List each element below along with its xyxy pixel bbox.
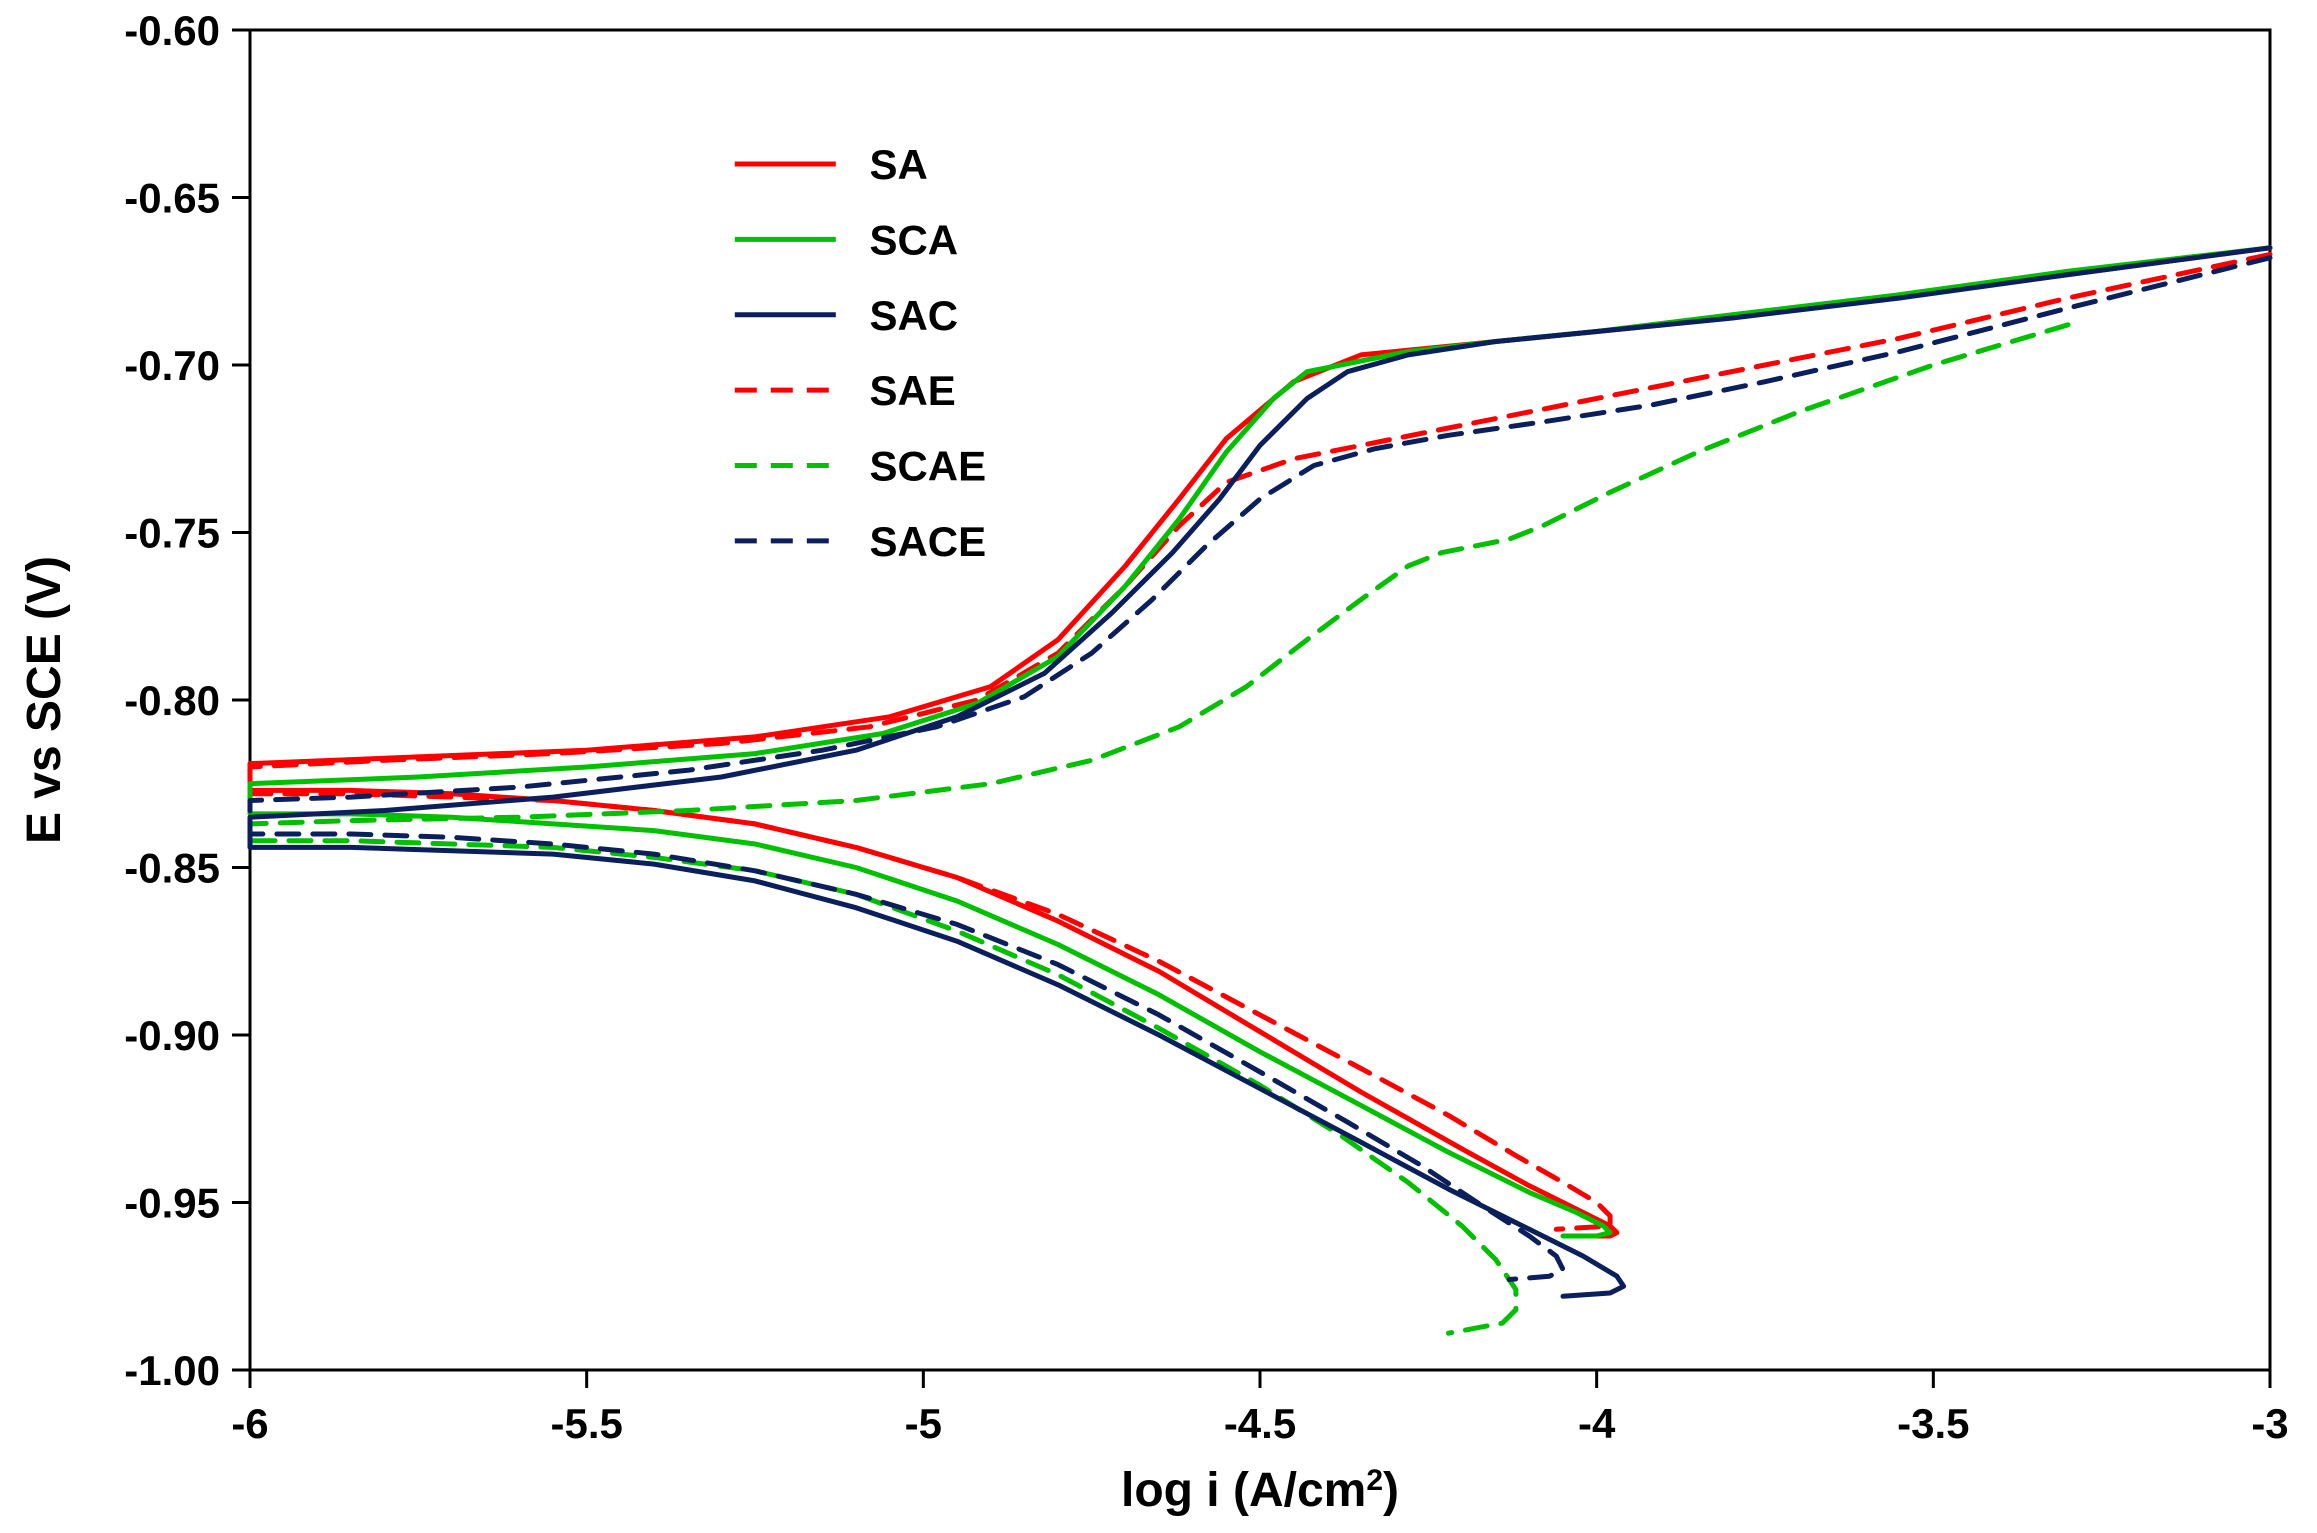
y-axis-title: E vs SCE (V) bbox=[18, 556, 71, 844]
legend-label-SA: SA bbox=[869, 141, 927, 188]
y-tick-label: -0.60 bbox=[124, 7, 220, 54]
y-tick-label: -0.80 bbox=[124, 677, 220, 724]
tafel-plot-chart: -6 -5.5 -5 -4.5 -4 -3.5 -3 -1.00 -0.95 -0.90 -0.85… bbox=[0, 0, 2317, 1533]
legend-label-SCA: SCA bbox=[869, 216, 958, 263]
series-SCAE bbox=[250, 325, 2068, 1333]
x-tick-label: -6 bbox=[231, 1400, 268, 1447]
legend-label-SCAE: SCAE bbox=[869, 443, 986, 490]
legend-label-SAC: SAC bbox=[869, 292, 958, 339]
legend-label-SACE: SACE bbox=[869, 518, 986, 565]
legend-label-SAE: SAE bbox=[869, 367, 955, 414]
y-tick-label: -0.90 bbox=[124, 1012, 220, 1059]
x-tick-label: -3.5 bbox=[1897, 1400, 1969, 1447]
x-tick-label: -4.5 bbox=[1224, 1400, 1296, 1447]
x-tick-label: -3 bbox=[2251, 1400, 2288, 1447]
x-tick-label: -5 bbox=[905, 1400, 942, 1447]
series-SAC bbox=[250, 248, 2270, 1297]
x-axis-title: log i (A/cm2) bbox=[1121, 1464, 1399, 1518]
y-tick-label: -1.00 bbox=[124, 1347, 220, 1394]
y-tick-label: -0.85 bbox=[124, 845, 220, 892]
y-tick-label: -0.70 bbox=[124, 342, 220, 389]
y-tick-label: -0.65 bbox=[124, 175, 220, 222]
y-tick-label: -0.75 bbox=[124, 510, 220, 557]
chart-svg: -6 -5.5 -5 -4.5 -4 -3.5 -3 -1.00 -0.95 -0.90 -0.85… bbox=[0, 0, 2317, 1533]
x-tick-label: -4 bbox=[1578, 1400, 1616, 1447]
y-tick-label: -0.95 bbox=[124, 1180, 220, 1227]
plot-border bbox=[250, 30, 2270, 1370]
x-tick-label: -5.5 bbox=[550, 1400, 622, 1447]
